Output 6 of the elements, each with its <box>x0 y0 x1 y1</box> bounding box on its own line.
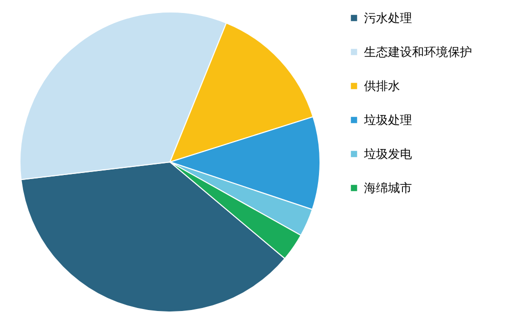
legend-label: 垃圾发电 <box>363 147 412 161</box>
legend-label: 生态建设和环境保护 <box>364 45 472 59</box>
legend-label: 垃圾处理 <box>363 113 412 127</box>
legend-label: 污水处理 <box>364 11 412 25</box>
legend-label: 海绵城市 <box>364 181 412 195</box>
legend-label: 供排水 <box>364 79 400 93</box>
